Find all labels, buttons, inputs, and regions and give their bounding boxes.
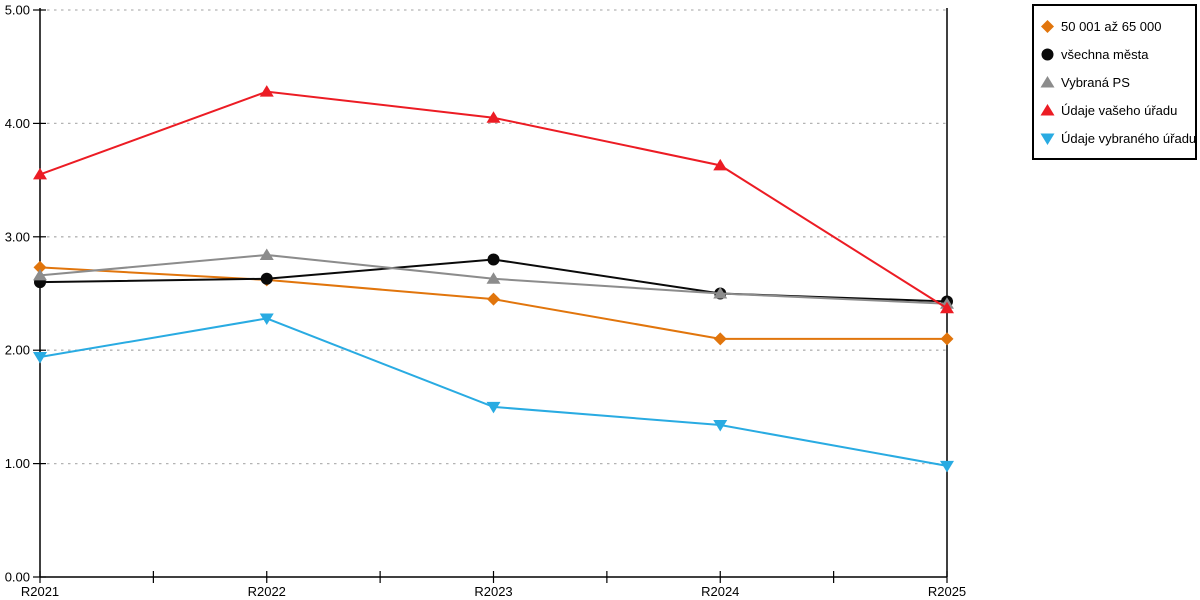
data-point-marker xyxy=(33,167,47,180)
data-point-marker xyxy=(259,313,274,325)
data-point-marker xyxy=(1040,75,1055,87)
circle-legend-icon xyxy=(1041,48,1054,60)
legend-item-label: Údaje vybraného úřadu xyxy=(1061,130,1197,146)
x-tick-label: R2022 xyxy=(248,584,286,599)
data-point-marker xyxy=(713,420,728,432)
triangle-up-legend-icon xyxy=(1040,75,1055,87)
legend-item-4: Údaje vybraného úřadu xyxy=(1040,124,1196,152)
legend-item-0: 50 001 až 65 000 xyxy=(1040,12,1189,40)
data-point-marker xyxy=(940,301,954,314)
diamond-legend-icon xyxy=(1041,19,1054,33)
y-tick-label: 4.00 xyxy=(5,116,30,131)
y-tick-label: 3.00 xyxy=(5,229,30,244)
legend-item-3: Údaje vašeho úřadu xyxy=(1040,96,1189,124)
data-point-marker xyxy=(713,287,728,299)
data-point-marker xyxy=(486,401,501,414)
data-point-marker xyxy=(1041,48,1054,60)
triangle-up-legend-icon xyxy=(1040,103,1055,115)
y-tick-label: 5.00 xyxy=(5,3,30,18)
y-tick-label: 0.00 xyxy=(5,570,30,585)
x-tick-label: R2021 xyxy=(21,584,59,599)
legend-item-label: všechna města xyxy=(1061,46,1149,62)
x-tick-label: R2025 xyxy=(928,584,966,599)
data-point-marker xyxy=(33,268,47,281)
data-point-marker xyxy=(1040,133,1055,145)
legend-item-label: 50 001 až 65 000 xyxy=(1061,18,1162,34)
legend-item-label: Údaje vašeho úřadu xyxy=(1061,102,1178,118)
data-point-marker xyxy=(260,272,273,285)
data-point-marker xyxy=(713,158,728,171)
y-tick-label: 2.00 xyxy=(5,343,30,358)
data-point-marker xyxy=(259,248,274,260)
data-point-marker xyxy=(259,85,274,97)
data-point-marker xyxy=(486,111,501,123)
series-line-4 xyxy=(39,317,948,467)
data-point-marker xyxy=(487,253,500,266)
chart-legend: 50 001 až 65 000 všechna města Vybraná PS Ú… xyxy=(1032,4,1197,160)
data-point-marker xyxy=(940,332,954,346)
legend-item-label: Vybraná PS xyxy=(1061,74,1130,90)
data-point-marker xyxy=(1041,19,1054,33)
legend-item-2: Vybraná PS xyxy=(1040,68,1189,96)
x-tick-label: R2024 xyxy=(701,584,739,599)
data-point-marker xyxy=(1040,103,1055,115)
legend-item-1: všechna města xyxy=(1040,40,1189,68)
data-point-marker xyxy=(713,332,727,346)
triangle-down-legend-icon xyxy=(1040,133,1055,145)
data-point-marker xyxy=(33,352,47,364)
y-tick-label: 1.00 xyxy=(5,456,30,471)
data-point-marker xyxy=(487,292,500,306)
x-tick-label: R2023 xyxy=(474,584,512,599)
data-point-marker xyxy=(33,260,47,274)
data-point-marker xyxy=(940,460,954,473)
data-point-marker xyxy=(486,272,501,284)
